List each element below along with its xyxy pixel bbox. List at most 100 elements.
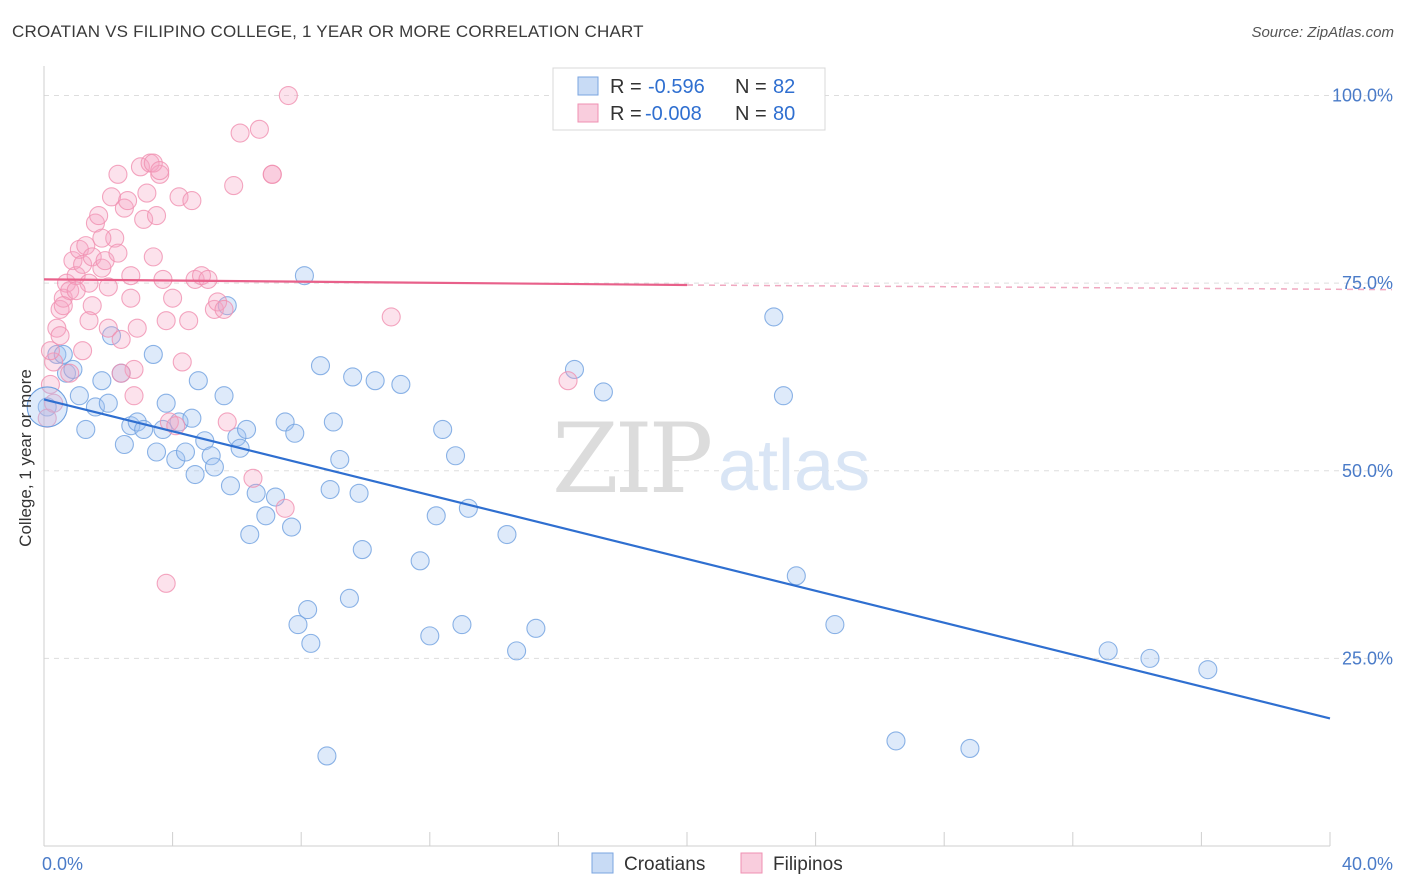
croatian-point-12 bbox=[114, 434, 134, 455]
croatian-point-76 bbox=[1140, 648, 1160, 668]
filipino-point-22 bbox=[108, 243, 128, 263]
filipino-point-70 bbox=[111, 363, 131, 383]
filipino-point-8 bbox=[63, 251, 83, 271]
legend-r-label-croatians: R = bbox=[610, 76, 642, 98]
filipino-point-68 bbox=[262, 164, 282, 184]
croatian-point-17 bbox=[146, 442, 167, 462]
filipino-point-63 bbox=[82, 296, 102, 316]
croatian-point-48 bbox=[320, 479, 340, 500]
watermark: ZIP atlas bbox=[552, 403, 870, 515]
filipino-point-58 bbox=[381, 307, 401, 327]
y-tick-label-1: 50.0% bbox=[1342, 461, 1393, 481]
croatian-point-45 bbox=[301, 633, 321, 653]
croatian-point-21 bbox=[169, 412, 189, 432]
filipino-point-60 bbox=[40, 341, 60, 361]
filipino-point-31 bbox=[134, 209, 154, 229]
filipino-point-16 bbox=[89, 206, 109, 226]
croatian-point-8 bbox=[92, 371, 112, 391]
series-legend-croatians: Croatians bbox=[624, 854, 705, 875]
croatian-point-34 bbox=[236, 419, 257, 440]
croatian-trend-line bbox=[43, 398, 1331, 720]
croatian-point-9 bbox=[98, 393, 118, 413]
croatian-point-69 bbox=[764, 307, 784, 327]
legend-r-value-croatians: -0.596 bbox=[648, 76, 705, 98]
filipino-point-4 bbox=[50, 299, 70, 319]
filipino-point-79 bbox=[79, 311, 99, 331]
croatian-point-36 bbox=[246, 483, 266, 503]
croatian-point-75 bbox=[1098, 641, 1118, 661]
filipino-point-52 bbox=[230, 123, 250, 143]
croatian-point-4 bbox=[63, 359, 83, 379]
croatian-point-24 bbox=[185, 464, 205, 485]
filipino-point-27 bbox=[124, 359, 144, 379]
y-tick-labels: 25.0% 50.0% 75.0% 100.0% bbox=[1332, 86, 1393, 669]
filipino-point-40 bbox=[163, 288, 183, 308]
x-tick-label-0: 0.0% bbox=[42, 854, 83, 874]
filipino-point-69 bbox=[150, 161, 170, 181]
legend-r-label-filipinos: R = bbox=[610, 103, 642, 125]
filipino-point-32 bbox=[137, 183, 157, 203]
legend-n-value-filipinos: 80 bbox=[773, 103, 795, 125]
filipino-point-77 bbox=[92, 228, 112, 248]
legend-swatch-filipinos bbox=[577, 103, 599, 123]
croatian-point-65 bbox=[507, 641, 527, 661]
y-tick-label-0: 25.0% bbox=[1342, 648, 1393, 668]
croatian-point-61 bbox=[445, 446, 466, 466]
filipino-point-62 bbox=[66, 281, 86, 301]
croatian-point-23 bbox=[182, 408, 202, 428]
y-tick-label-2: 75.0% bbox=[1342, 273, 1393, 293]
croatian-point-16 bbox=[143, 344, 163, 364]
filipino-point-51 bbox=[224, 176, 244, 196]
filipino-point-75 bbox=[217, 412, 237, 432]
croatian-point-60 bbox=[433, 419, 453, 440]
filipino-point-38 bbox=[156, 573, 176, 593]
filipino-point-67 bbox=[143, 153, 163, 173]
croatian-point-27 bbox=[201, 446, 221, 466]
legend-n-value-croatians: 82 bbox=[773, 76, 795, 98]
croatian-point-72 bbox=[825, 615, 845, 635]
croatian-point-6 bbox=[76, 419, 96, 440]
filipino-point-54 bbox=[249, 119, 269, 139]
croatian-point-62 bbox=[452, 615, 472, 635]
filipino-point-61 bbox=[50, 326, 70, 346]
x-tick-labels: 0.0% 40.0% bbox=[42, 854, 1393, 874]
croatian-point-46 bbox=[310, 356, 331, 376]
croatian-point-20 bbox=[166, 449, 186, 470]
filipino-point-50 bbox=[214, 299, 234, 319]
filipino-trend-line bbox=[43, 278, 688, 287]
croatian-point-19 bbox=[156, 393, 176, 413]
filipino-point-59 bbox=[558, 371, 578, 391]
croatian-point-5 bbox=[69, 386, 89, 406]
croatian-point-50 bbox=[330, 449, 350, 470]
legend-swatch-croatians bbox=[577, 76, 599, 96]
legend-n-label-filipinos: N = bbox=[735, 103, 767, 125]
filipino-point-29 bbox=[127, 318, 147, 338]
filipino-point-11 bbox=[73, 254, 93, 274]
croatian-point-43 bbox=[294, 266, 314, 286]
y-tick-label-3: 100.0% bbox=[1332, 86, 1393, 106]
croatian-point-54 bbox=[352, 540, 372, 560]
croatian-point-57 bbox=[410, 551, 430, 571]
filipino-point-25 bbox=[118, 191, 138, 211]
croatian-point-53 bbox=[349, 483, 369, 503]
croatian-point-large bbox=[26, 386, 68, 428]
croatian-point-74 bbox=[960, 738, 980, 758]
filipino-point-71 bbox=[73, 341, 93, 361]
croatian-point-37 bbox=[256, 506, 276, 526]
filipino-point-30 bbox=[130, 157, 150, 177]
filipino-point-56 bbox=[275, 498, 295, 518]
croatian-point-64 bbox=[497, 525, 517, 545]
series-legend-filipinos: Filipinos bbox=[773, 854, 843, 875]
croatian-point-49 bbox=[323, 412, 343, 432]
croatian-point-58 bbox=[420, 626, 440, 646]
chart-source: Source: ZipAtlas.com bbox=[1251, 24, 1394, 41]
croatian-point-2 bbox=[53, 344, 73, 364]
croatian-point-44 bbox=[298, 600, 318, 620]
filipino-point-66 bbox=[60, 363, 80, 383]
chart-title: CROATIAN VS FILIPINO COLLEGE, 1 YEAR OR … bbox=[12, 22, 644, 41]
croatian-point-68 bbox=[593, 382, 613, 402]
croatian-point-52 bbox=[343, 367, 363, 387]
data-points bbox=[26, 85, 1218, 766]
croatian-point-41 bbox=[285, 423, 305, 443]
